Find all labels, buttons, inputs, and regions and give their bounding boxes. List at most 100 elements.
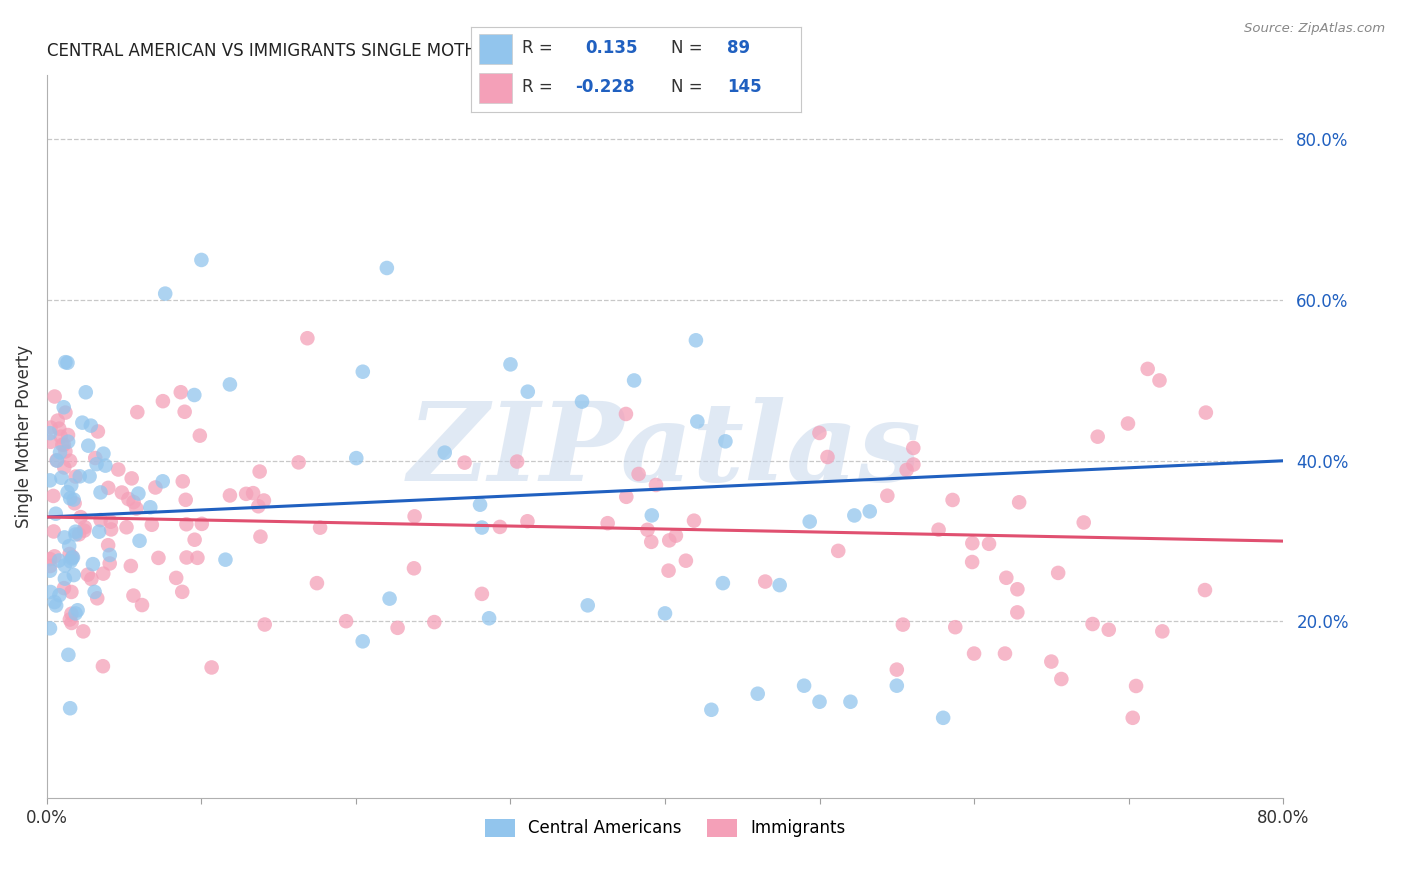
Point (174, 492, 197, 507)
Point (79, 469, 101, 483)
Point (48, 553, 70, 567)
Point (141, 517, 163, 532)
Text: N =: N = (671, 39, 703, 57)
Point (122, 495, 145, 509)
Point (39, 564, 62, 578)
Point (55, 406, 77, 420)
Point (45, 507, 67, 521)
Point (94, 458, 117, 473)
Point (73, 524, 96, 538)
Point (82, 557, 104, 571)
Point (65, 527, 87, 541)
Point (201, 660, 224, 674)
Point (72, 624, 94, 639)
Point (516, 514, 538, 528)
Point (69, 510, 91, 524)
FancyBboxPatch shape (479, 72, 512, 103)
Point (402, 561, 425, 575)
Point (183, 533, 205, 547)
Point (39, 426, 62, 441)
Point (80, 572, 103, 586)
Point (506, 454, 529, 468)
Point (89, 485, 111, 500)
Point (55, 355, 77, 369)
Point (1195, 406, 1218, 420)
Point (52, 401, 75, 415)
Point (876, 489, 898, 503)
Point (52, 438, 75, 452)
Point (48, 588, 70, 602)
Point (654, 607, 676, 621)
Point (86, 457, 108, 471)
Point (76, 567, 98, 582)
Point (942, 493, 965, 508)
Point (516, 384, 538, 399)
Point (249, 465, 271, 479)
Point (59, 547, 82, 561)
Point (335, 614, 357, 628)
Point (87, 524, 110, 539)
Point (404, 509, 426, 524)
Point (115, 520, 138, 534)
Point (962, 536, 984, 550)
Point (886, 679, 908, 693)
Point (131, 598, 153, 612)
Point (1073, 516, 1095, 530)
Point (53, 581, 76, 595)
Point (65, 607, 87, 621)
Point (932, 711, 955, 725)
Point (1081, 617, 1104, 632)
Point (423, 615, 446, 629)
Point (375, 260, 398, 275)
Point (614, 407, 637, 421)
Point (839, 695, 862, 709)
FancyBboxPatch shape (479, 34, 512, 64)
Point (711, 576, 734, 591)
Point (98, 548, 121, 562)
Point (214, 552, 236, 566)
Point (769, 578, 792, 592)
Point (576, 599, 599, 613)
Point (665, 528, 688, 542)
Point (478, 611, 501, 625)
Point (98, 557, 121, 571)
Point (148, 550, 170, 565)
Text: N =: N = (671, 78, 703, 96)
Point (891, 617, 914, 632)
Point (352, 365, 374, 379)
Point (1007, 582, 1029, 597)
Point (903, 458, 925, 472)
Point (747, 687, 769, 701)
Point (86, 591, 108, 606)
Point (39, 420, 62, 434)
Point (1087, 430, 1109, 444)
Point (39, 474, 62, 488)
Point (172, 585, 194, 599)
Point (152, 475, 174, 489)
Point (817, 450, 839, 464)
Text: R =: R = (522, 78, 553, 96)
Point (62, 492, 84, 507)
Point (59, 491, 82, 506)
Point (859, 504, 882, 518)
Point (352, 634, 374, 648)
Point (97, 481, 120, 495)
Point (1008, 495, 1031, 509)
Point (1047, 566, 1070, 580)
Point (84, 450, 107, 465)
Text: 145: 145 (727, 78, 762, 96)
Point (808, 425, 831, 440)
Point (48, 422, 70, 436)
Point (1007, 606, 1029, 620)
Point (72, 416, 94, 430)
Point (903, 441, 925, 455)
Point (46, 453, 69, 467)
Point (827, 544, 849, 558)
Point (59, 454, 82, 468)
Point (886, 663, 908, 677)
Text: Source: ZipAtlas.com: Source: ZipAtlas.com (1244, 22, 1385, 36)
Point (120, 559, 142, 574)
Point (60, 551, 83, 566)
Point (799, 515, 821, 529)
Point (614, 490, 637, 504)
